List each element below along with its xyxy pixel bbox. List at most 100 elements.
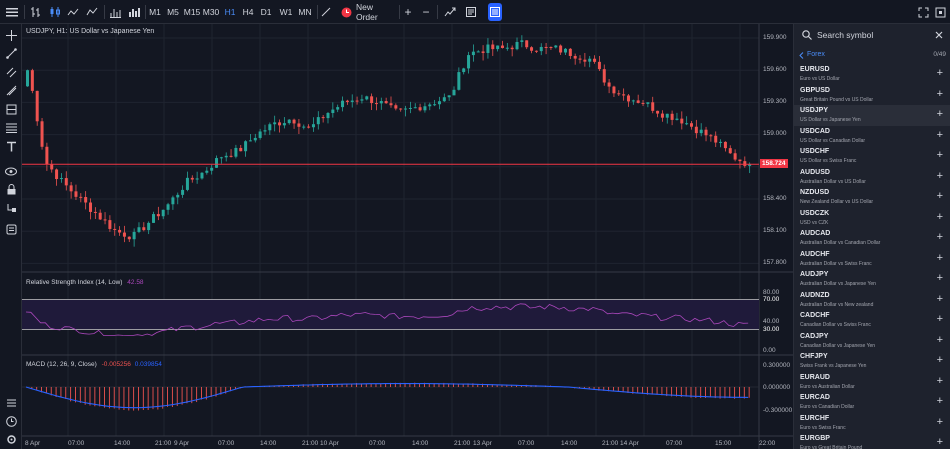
symbol-row-audusd[interactable]: AUDUSD Australian Dollar vs US Dollar + <box>794 167 950 188</box>
chart-canvas[interactable] <box>22 24 793 449</box>
indicators-icon[interactable] <box>443 3 457 21</box>
screenshot-icon[interactable] <box>934 3 946 21</box>
add-symbol-button[interactable]: + <box>936 231 943 243</box>
symbol-row-usdczk[interactable]: USDCZK USD vs CZK + <box>794 208 950 229</box>
timeframe-m1[interactable]: M1 <box>149 7 161 17</box>
rsi-tick: 70.00 <box>763 296 780 303</box>
add-symbol-button[interactable]: + <box>936 436 943 448</box>
add-symbol-button[interactable]: + <box>936 374 943 387</box>
symbol-row-audchf[interactable]: AUDCHF Australian Dollar vs Swiss Franc + <box>794 249 950 270</box>
new-order-button[interactable]: New Order <box>341 2 397 22</box>
candle-body <box>30 70 34 91</box>
candle-body <box>292 119 296 124</box>
magnet-icon[interactable] <box>3 201 19 215</box>
timeframe-m15[interactable]: M15 <box>183 7 201 17</box>
symbol-row-eurgbp[interactable]: EURGBP Euro vs Great Britain Pound + <box>794 433 950 449</box>
candle-body <box>486 44 490 53</box>
candle-body <box>593 58 597 62</box>
candle-body <box>680 118 684 124</box>
symbol-row-usdcad[interactable]: USDCAD US Dollar vs Canadian Dollar + <box>794 126 950 147</box>
symbol-row-audcad[interactable]: AUDCAD Australian Dollar vs Canadian Doll… <box>794 228 950 249</box>
timeframe-m30[interactable]: M30 <box>202 7 220 17</box>
add-symbol-button[interactable]: + <box>936 333 943 346</box>
zoom-out-button[interactable]: − <box>422 5 430 19</box>
symbol-row-eurcad[interactable]: EURCAD Euro vs Canadian Dollar + <box>794 392 950 413</box>
add-symbol-button[interactable]: + <box>936 190 943 202</box>
zoom-in-button[interactable]: + <box>404 5 412 19</box>
symbol-row-cadchf[interactable]: CADCHF Canadian Dollar vs Swiss Franc + <box>794 310 950 331</box>
candle-body <box>224 155 228 158</box>
add-symbol-button[interactable]: + <box>936 415 943 428</box>
template-icon[interactable] <box>465 3 477 21</box>
horizontal-lines-icon[interactable] <box>3 120 19 134</box>
price-tick: 159.600 <box>763 66 787 73</box>
candle-body <box>689 123 693 127</box>
settings-icon[interactable] <box>3 432 19 446</box>
add-symbol-button[interactable]: + <box>936 67 943 79</box>
symbol-row-audjpy[interactable]: AUDJPY Australian Dollar vs Japanese Yen + <box>794 269 950 290</box>
trend-line-icon[interactable] <box>3 46 19 60</box>
candle-body <box>278 122 282 126</box>
eye-icon[interactable] <box>3 164 19 178</box>
area-chart-type-icon[interactable] <box>85 3 99 21</box>
add-symbol-button[interactable]: + <box>936 210 943 223</box>
add-symbol-button[interactable]: + <box>936 149 943 161</box>
history-icon[interactable] <box>3 414 19 428</box>
close-icon[interactable] <box>935 31 943 39</box>
symbol-row-euraud[interactable]: EURAUD Euro vs Australian Dollar + <box>794 372 950 393</box>
line-chart-type-icon[interactable] <box>66 3 80 21</box>
symbol-row-nzdusd[interactable]: NZDUSD New Zealand Dollar vs US Dollar + <box>794 187 950 208</box>
add-symbol-button[interactable]: + <box>936 251 943 264</box>
add-symbol-button[interactable]: + <box>936 169 943 182</box>
text-tool-icon[interactable] <box>3 139 19 153</box>
timeframe-w1[interactable]: W1 <box>279 7 293 17</box>
add-symbol-button[interactable]: + <box>936 354 943 366</box>
candle-body <box>161 209 165 217</box>
symbol-row-chfjpy[interactable]: CHFJPY Swiss Frank vs Japanese Yen + <box>794 351 950 372</box>
fib-retracement-icon[interactable] <box>3 102 19 116</box>
timeframe-d1[interactable]: D1 <box>260 7 272 17</box>
lock-icon[interactable] <box>3 182 19 196</box>
category-header[interactable]: Forex 0/49 <box>794 46 950 64</box>
symbol-row-usdchf[interactable]: USDCHF US Dollar vs Swiss Franc + <box>794 146 950 167</box>
pitchfork-icon[interactable] <box>3 83 19 97</box>
add-symbol-button[interactable]: + <box>936 292 943 305</box>
symbol-row-audnzd[interactable]: AUDNZD Australian Dollar vs New zealand + <box>794 290 950 311</box>
search-placeholder[interactable]: Search symbol <box>817 30 874 40</box>
add-symbol-button[interactable]: + <box>936 108 943 120</box>
parallel-channel-icon[interactable] <box>3 65 19 79</box>
symbol-row-eurusd[interactable]: EURUSD Euro vs US Dollar + <box>794 64 950 85</box>
timeframe-h1[interactable]: H1 <box>224 7 236 17</box>
trading-panel-icon[interactable] <box>488 3 502 21</box>
timeframe-mn[interactable]: MN <box>298 7 312 17</box>
menu-icon[interactable] <box>5 3 19 21</box>
symbol-row-gbpusd[interactable]: GBPUSD Great Britain Pound vs US Dollar + <box>794 85 950 106</box>
symbol-row-cadjpy[interactable]: CADJPY Canadian Dollar vs Japanese Yen + <box>794 331 950 352</box>
fullscreen-icon[interactable] <box>916 3 930 21</box>
macd-signal-line <box>25 383 749 409</box>
search-box[interactable]: Search symbol <box>794 24 950 46</box>
symbol-description: Euro vs Australian Dollar <box>800 383 855 390</box>
timeframe-m5[interactable]: M5 <box>167 7 179 17</box>
add-symbol-button[interactable]: + <box>936 128 943 141</box>
volume-icon[interactable] <box>108 3 122 21</box>
symbol-row-eurchf[interactable]: EURCHF Euro vs Swiss Franc + <box>794 413 950 434</box>
bar-chart-type-icon[interactable] <box>29 3 43 21</box>
symbol-row-usdjpy[interactable]: USDJPY US Dollar vs Japanese Yen + <box>794 105 950 126</box>
add-symbol-button[interactable]: + <box>936 313 943 325</box>
chart-settings-icon[interactable] <box>321 3 331 21</box>
candle-body <box>539 46 543 52</box>
crosshair-icon[interactable] <box>3 28 19 42</box>
trash-icon[interactable] <box>3 222 19 236</box>
candle-body <box>350 100 354 102</box>
add-symbol-button[interactable]: + <box>936 395 943 407</box>
candlestick-chart-type-icon[interactable] <box>48 3 62 21</box>
object-tree-icon[interactable] <box>3 396 19 410</box>
histogram-icon[interactable] <box>127 3 141 21</box>
add-symbol-button[interactable]: + <box>936 272 943 284</box>
candle-body <box>379 101 383 104</box>
timeframe-h4[interactable]: H4 <box>242 7 254 17</box>
candle-body <box>510 47 514 50</box>
add-symbol-button[interactable]: + <box>936 87 943 100</box>
chart-area[interactable]: USDJPY, H1: US Dollar vs Japanese Yen 15… <box>22 24 793 449</box>
